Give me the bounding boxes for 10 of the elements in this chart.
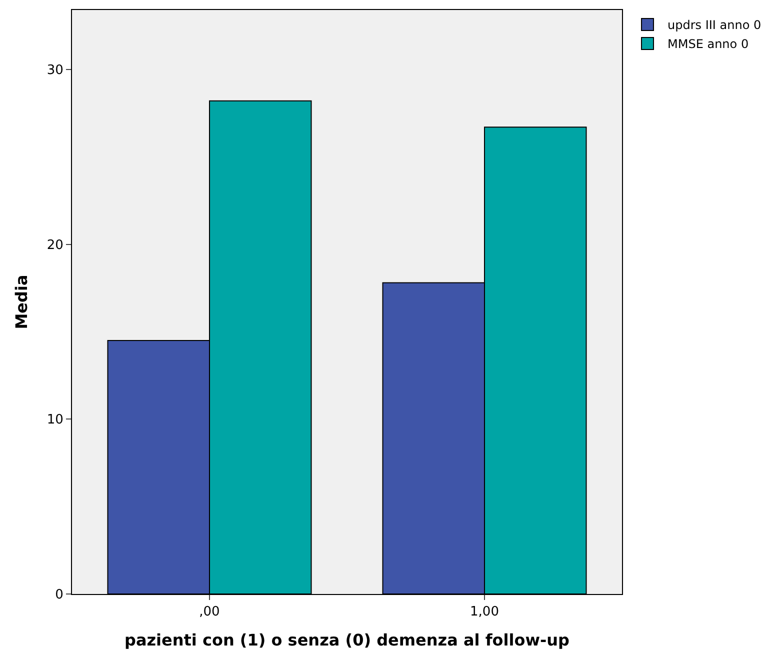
x-axis-title: pazienti con (1) o senza (0) demenza al follow-up — [124, 630, 570, 650]
y-tick-label: 10 — [46, 412, 64, 428]
y-tick-label: 30 — [46, 63, 64, 78]
legend-label: MMSE anno 0 — [668, 37, 749, 52]
x-tick-label: ,00 — [199, 604, 220, 620]
y-tick-label: 0 — [55, 588, 64, 603]
legend-label: updrs III anno 0 — [668, 18, 762, 32]
y-tick-label: 20 — [46, 238, 64, 253]
y-axis-title: Media — [12, 274, 31, 330]
x-tick-label: 1,00 — [470, 604, 499, 620]
